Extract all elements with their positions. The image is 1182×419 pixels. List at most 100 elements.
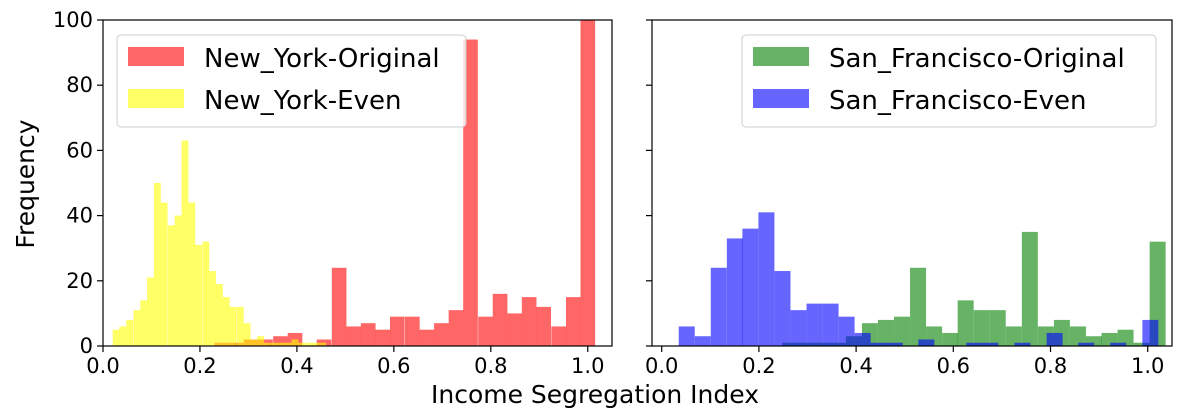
bar <box>710 267 727 346</box>
x-axis-label: Income Segregation Index <box>431 380 759 409</box>
bar <box>877 319 894 346</box>
bar <box>910 267 927 346</box>
bar <box>133 310 141 346</box>
bar <box>521 297 537 346</box>
bar <box>257 336 265 346</box>
legend-label: New_York-Even <box>204 86 401 116</box>
bar <box>250 339 258 346</box>
legend-label: San_Francisco-Even <box>829 86 1087 116</box>
x-tick-label: 0.0 <box>86 354 119 378</box>
legend-swatch <box>128 89 184 108</box>
bar <box>346 326 361 346</box>
bar <box>140 300 148 346</box>
left-x-ticks: 0.0 0.2 0.4 0.6 0.8 1.0 <box>86 346 604 378</box>
legend-label: San_Francisco-Original <box>829 44 1125 74</box>
bar <box>565 297 581 346</box>
right-bars <box>678 212 1166 346</box>
bar <box>1110 342 1127 346</box>
bar <box>147 277 154 346</box>
bar <box>870 342 887 346</box>
bar <box>298 342 306 346</box>
bar <box>536 306 552 346</box>
y-tick-label: 60 <box>66 138 93 162</box>
x-tick-label: 0.2 <box>742 354 775 378</box>
bar <box>806 303 823 346</box>
bar <box>1117 329 1134 346</box>
bar <box>419 329 435 346</box>
legend-box <box>741 34 1157 128</box>
series-New_York-Even <box>112 140 327 346</box>
bar <box>982 342 999 346</box>
bar <box>263 342 271 346</box>
left-histogram-panel: 0 20 40 60 80 100 0.0 0.2 0.4 0.6 0.8 1.0 New_York… <box>53 8 613 378</box>
bar <box>312 342 320 346</box>
bar <box>838 316 855 346</box>
bar <box>209 271 217 346</box>
x-tick-label: 1.0 <box>571 354 604 378</box>
bar <box>463 39 478 347</box>
bar <box>305 342 313 346</box>
bar <box>1014 342 1031 346</box>
y-tick-label: 40 <box>66 204 93 228</box>
bar <box>758 212 775 346</box>
bar <box>678 326 695 346</box>
bar <box>434 323 449 346</box>
left-bars <box>112 20 596 347</box>
y-axis-label: Frequency <box>11 119 40 248</box>
bar <box>1046 332 1063 346</box>
bar <box>222 297 230 346</box>
bar <box>291 339 299 346</box>
right-histogram-panel: 0.0 0.2 0.4 0.6 0.8 1.0 San_Francisco-Origina… <box>645 19 1173 378</box>
bar <box>229 306 237 346</box>
y-tick-label: 20 <box>66 269 93 293</box>
bar <box>551 326 567 346</box>
bar <box>181 140 189 346</box>
series-San_Francisco-Even <box>678 212 1159 346</box>
bar <box>273 336 288 346</box>
x-tick-label: 1.0 <box>1131 354 1164 378</box>
right-plot-frame <box>651 19 1173 347</box>
bar <box>478 316 493 346</box>
bar <box>726 238 743 346</box>
x-tick-label: 0.4 <box>839 354 872 378</box>
bar <box>405 316 420 346</box>
left-plot-frame <box>102 19 613 347</box>
bar <box>236 306 244 346</box>
bar <box>375 329 391 346</box>
right-legend: San_Francisco-Original San_Francisco-Even <box>741 34 1157 128</box>
bar <box>989 310 1006 346</box>
bar <box>360 323 376 346</box>
bar <box>202 241 210 346</box>
bar <box>1149 241 1166 346</box>
bar <box>448 310 464 346</box>
bar <box>215 284 223 346</box>
bar <box>790 310 807 346</box>
bar <box>854 332 871 346</box>
right-x-ticks: 0.0 0.2 0.4 0.6 0.8 1.0 <box>645 346 1164 378</box>
bar <box>894 316 911 346</box>
bar <box>580 20 596 346</box>
bar <box>1085 336 1102 346</box>
bar <box>331 267 347 346</box>
bar <box>973 310 990 346</box>
bar <box>942 332 959 346</box>
left-y-ticks: 0 20 40 60 80 100 <box>53 8 103 358</box>
bar <box>822 303 839 346</box>
x-tick-label: 0.6 <box>937 354 970 378</box>
series-New_York-Original <box>214 20 596 347</box>
legend-label: New_York-Original <box>204 44 440 74</box>
bar <box>886 342 903 346</box>
legend-swatch <box>128 47 184 66</box>
bar <box>1005 326 1022 346</box>
bar <box>284 342 292 346</box>
y-tick-label: 100 <box>53 8 93 32</box>
bar <box>188 202 196 346</box>
bar <box>195 244 202 346</box>
bar <box>507 313 522 346</box>
bar <box>694 336 711 346</box>
bar <box>174 215 182 346</box>
bar <box>742 228 759 346</box>
bar <box>918 339 935 346</box>
bar <box>243 323 251 346</box>
